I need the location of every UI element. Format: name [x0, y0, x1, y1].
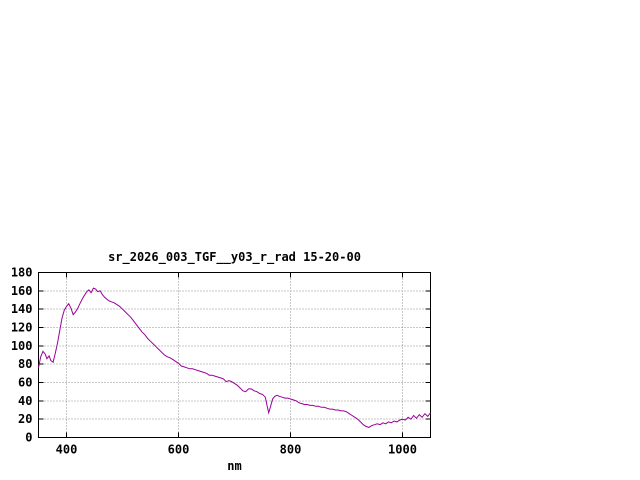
y-tick-label: 120: [11, 321, 33, 335]
y-tick-label: 140: [11, 302, 33, 316]
y-tick-label: 0: [25, 431, 32, 445]
x-axis-label: nm: [227, 459, 242, 473]
x-tick-label: 600: [168, 443, 190, 457]
y-tick-label: 20: [18, 412, 32, 426]
x-tick-label: 800: [280, 443, 302, 457]
y-tick-label: 80: [18, 357, 32, 371]
chart-title: sr_2026_003_TGF__y03_r_rad 15-20-00: [108, 250, 361, 264]
x-tick-label: 400: [56, 443, 78, 457]
data-line: [38, 287, 431, 428]
x-tick-label: 1000: [388, 443, 417, 457]
y-tick-label: 180: [11, 266, 33, 280]
y-tick-label: 40: [18, 394, 32, 408]
y-tick-label: 100: [11, 339, 33, 353]
plot-border: [38, 272, 431, 438]
y-tick-label: 160: [11, 284, 33, 298]
y-tick-label: 60: [18, 376, 32, 390]
